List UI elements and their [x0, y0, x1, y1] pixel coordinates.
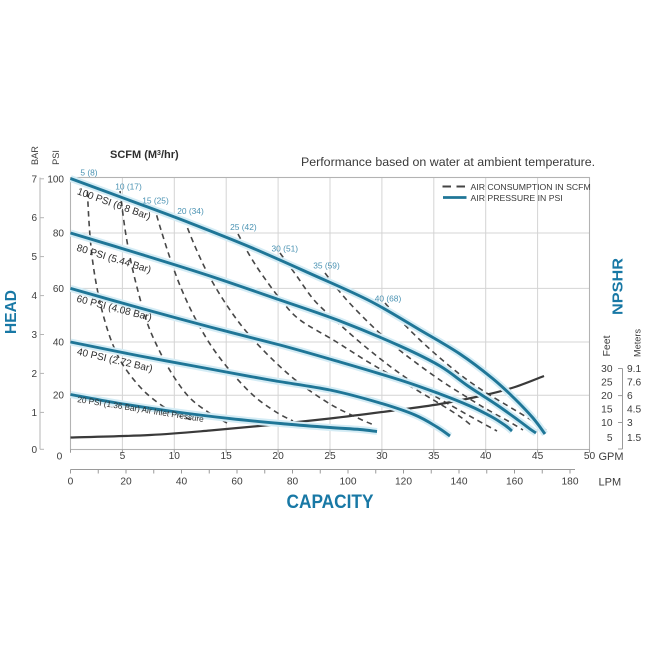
svg-text:40: 40 — [480, 451, 492, 462]
svg-text:0: 0 — [57, 452, 63, 463]
svg-text:25: 25 — [601, 378, 613, 389]
svg-text:4: 4 — [31, 291, 37, 302]
svg-text:AIR CONSUMPTION IN SCFM: AIR CONSUMPTION IN SCFM — [471, 182, 591, 192]
svg-text:0: 0 — [31, 445, 37, 456]
svg-text:4.5: 4.5 — [627, 405, 641, 416]
svg-text:Meters: Meters — [633, 329, 643, 357]
svg-text:9.1: 9.1 — [627, 364, 641, 375]
svg-text:SCFM (M3/hr): SCFM (M3/hr) — [110, 149, 179, 161]
svg-text:7: 7 — [31, 174, 37, 185]
svg-text:80: 80 — [53, 229, 65, 240]
svg-text:140: 140 — [451, 477, 468, 488]
svg-text:20 (34): 20 (34) — [177, 206, 204, 216]
svg-text:20: 20 — [120, 477, 132, 488]
svg-text:5: 5 — [120, 451, 126, 462]
svg-text:30: 30 — [376, 451, 388, 462]
svg-text:BAR: BAR — [30, 146, 40, 165]
svg-text:100: 100 — [47, 174, 64, 185]
svg-text:Performance based on water at: Performance based on water at ambient te… — [301, 155, 595, 169]
svg-text:160: 160 — [506, 477, 523, 488]
svg-text:7.6: 7.6 — [627, 378, 641, 389]
svg-text:60: 60 — [231, 477, 243, 488]
svg-text:30: 30 — [601, 364, 613, 375]
svg-text:100: 100 — [340, 477, 357, 488]
svg-text:30 (51): 30 (51) — [272, 244, 299, 254]
svg-text:50: 50 — [584, 451, 596, 462]
svg-text:5 (8): 5 (8) — [80, 168, 97, 178]
svg-text:35 (59): 35 (59) — [313, 261, 340, 271]
svg-text:HEAD: HEAD — [3, 290, 20, 334]
svg-text:CAPACITY: CAPACITY — [287, 492, 374, 513]
svg-text:20: 20 — [272, 451, 284, 462]
svg-text:120: 120 — [395, 477, 412, 488]
svg-text:10: 10 — [601, 418, 613, 429]
svg-text:NPSHR: NPSHR — [610, 258, 627, 315]
svg-text:40: 40 — [53, 338, 65, 349]
svg-text:2: 2 — [31, 369, 37, 380]
svg-text:1: 1 — [31, 408, 37, 419]
svg-text:GPM: GPM — [599, 451, 624, 463]
svg-text:10: 10 — [169, 451, 181, 462]
svg-text:Feet: Feet — [601, 335, 613, 356]
svg-text:PSI: PSI — [51, 150, 61, 165]
svg-text:15 (25): 15 (25) — [142, 196, 169, 206]
svg-text:5: 5 — [31, 252, 37, 263]
svg-text:AIR PRESSURE IN PSI: AIR PRESSURE IN PSI — [471, 193, 563, 203]
svg-text:35: 35 — [428, 451, 440, 462]
svg-text:60: 60 — [53, 284, 65, 295]
svg-text:6: 6 — [627, 391, 633, 402]
svg-text:20: 20 — [601, 391, 613, 402]
svg-text:180: 180 — [562, 477, 579, 488]
svg-text:80: 80 — [287, 477, 299, 488]
svg-text:3: 3 — [31, 330, 37, 341]
svg-text:0: 0 — [68, 477, 74, 488]
svg-text:15: 15 — [601, 405, 613, 416]
svg-text:20: 20 — [53, 391, 65, 402]
svg-text:25: 25 — [324, 451, 336, 462]
svg-text:5: 5 — [607, 433, 613, 444]
svg-text:3: 3 — [627, 418, 633, 429]
svg-text:6: 6 — [31, 213, 37, 224]
svg-text:15: 15 — [221, 451, 233, 462]
svg-text:10 (17): 10 (17) — [115, 182, 142, 192]
svg-text:1.5: 1.5 — [627, 433, 641, 444]
svg-text:40 (68): 40 (68) — [375, 294, 402, 304]
svg-text:LPM: LPM — [599, 477, 622, 489]
svg-text:25 (42): 25 (42) — [230, 222, 257, 232]
svg-text:40: 40 — [176, 477, 188, 488]
svg-text:45: 45 — [532, 451, 544, 462]
